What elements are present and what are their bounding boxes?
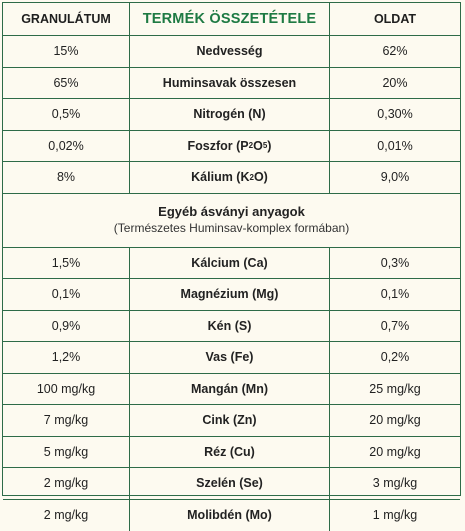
gran-value: 0,9% <box>3 311 130 343</box>
gran-value: 0,1% <box>3 279 130 311</box>
oldat-value: 1 mg/kg <box>330 500 460 531</box>
oldat-value: 0,7% <box>330 311 460 343</box>
formula-part: Kálium (K <box>191 170 249 184</box>
oldat-value: 0,1% <box>330 279 460 311</box>
header-granulatum: GRANULÁTUM <box>3 3 130 36</box>
component-name: Mangán (Mn) <box>130 374 330 406</box>
gran-value: 8% <box>3 162 130 194</box>
oldat-value: 62% <box>330 36 460 68</box>
gran-value: 7 mg/kg <box>3 405 130 437</box>
component-name: Molibdén (Mo) <box>130 500 330 531</box>
component-name: Szelén (Se) <box>130 468 330 500</box>
oldat-value: 20 mg/kg <box>330 405 460 437</box>
gran-value: 100 mg/kg <box>3 374 130 406</box>
component-name: Nitrogén (N) <box>130 99 330 131</box>
section-title: Egyéb ásványi anyagok <box>158 204 305 221</box>
formula-part: O) <box>254 170 268 184</box>
section-subtitle: (Természetes Huminsav-komplex formában) <box>114 221 349 237</box>
component-name: Kén (S) <box>130 311 330 343</box>
oldat-value: 0,01% <box>330 131 460 163</box>
section-minerals: Egyéb ásványi anyagok (Természetes Humin… <box>3 194 460 248</box>
gran-value: 1,2% <box>3 342 130 374</box>
gran-value: 1,5% <box>3 248 130 280</box>
oldat-value: 0,30% <box>330 99 460 131</box>
header-title: TERMÉK ÖSSZETÉTELE <box>130 3 330 36</box>
oldat-value: 0,2% <box>330 342 460 374</box>
oldat-value: 20% <box>330 68 460 100</box>
gran-value: 5 mg/kg <box>3 437 130 469</box>
component-name: Nedvesség <box>130 36 330 68</box>
oldat-value: 9,0% <box>330 162 460 194</box>
oldat-value: 20 mg/kg <box>330 437 460 469</box>
gran-value: 2 mg/kg <box>3 500 130 531</box>
header-oldat: OLDAT <box>330 3 460 36</box>
component-name: Vas (Fe) <box>130 342 330 374</box>
gran-value: 65% <box>3 68 130 100</box>
component-name: Kálcium (Ca) <box>130 248 330 280</box>
oldat-value: 25 mg/kg <box>330 374 460 406</box>
oldat-value: 3 mg/kg <box>330 468 460 500</box>
formula-part: Foszfor (P <box>188 139 249 153</box>
component-name: Réz (Cu) <box>130 437 330 469</box>
oldat-value: 0,3% <box>330 248 460 280</box>
gran-value: 15% <box>3 36 130 68</box>
component-name: Magnézium (Mg) <box>130 279 330 311</box>
gran-value: 0,02% <box>3 131 130 163</box>
composition-table: GRANULÁTUM TERMÉK ÖSSZETÉTELE OLDAT 15% … <box>2 2 461 496</box>
component-name: Huminsavak összesen <box>130 68 330 100</box>
gran-value: 0,5% <box>3 99 130 131</box>
formula-part: O <box>253 139 263 153</box>
formula-part: ) <box>267 139 271 153</box>
component-name: Cink (Zn) <box>130 405 330 437</box>
gran-value: 2 mg/kg <box>3 468 130 500</box>
